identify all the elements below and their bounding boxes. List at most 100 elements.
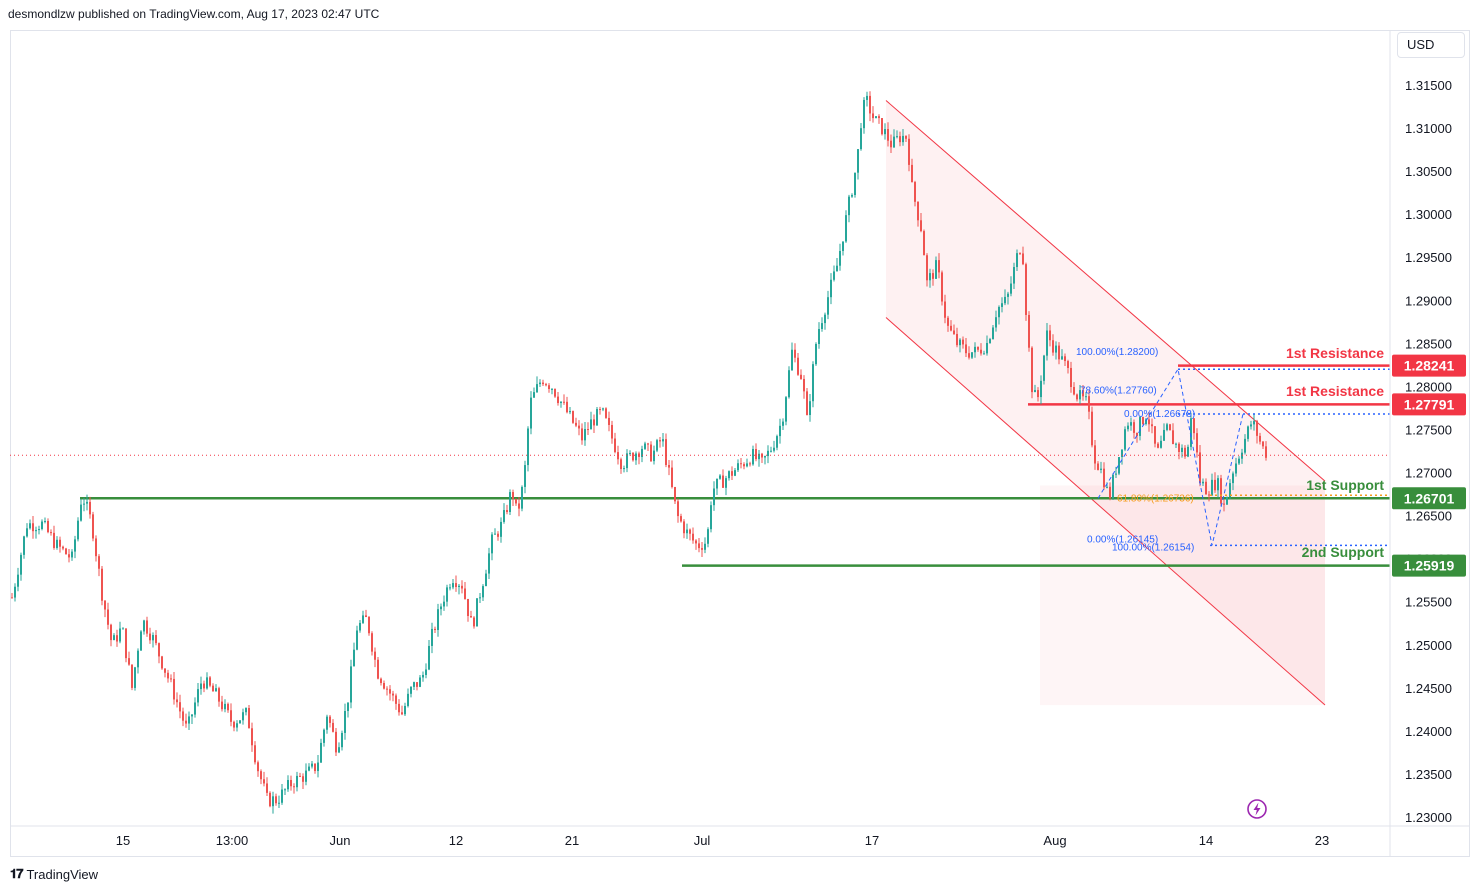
candle-body	[98, 556, 100, 569]
candle-body	[1256, 421, 1258, 436]
candle-body	[260, 771, 262, 780]
candle-body	[152, 635, 154, 641]
candle-body	[1187, 446, 1189, 457]
candle-body	[47, 520, 49, 533]
candle-body	[1019, 253, 1021, 255]
price-axis[interactable]: 1.31500 1.31000 1.30500 1.30000 1.29500 1.290…	[1389, 30, 1452, 856]
candle-body	[932, 273, 934, 279]
candle-body	[881, 118, 883, 135]
candle-body	[770, 450, 772, 452]
candle-body	[257, 762, 259, 772]
candle-body	[1136, 432, 1138, 436]
candle-body	[608, 417, 610, 425]
candle-body	[872, 113, 874, 119]
candle-body	[1049, 330, 1051, 341]
candle-body	[458, 585, 460, 588]
time-axis[interactable]: 15 13:00 Jun 12 21 Jul 17 Aug 14 23	[10, 825, 1470, 848]
candle-body	[812, 364, 814, 402]
candlesticks	[10, 91, 1390, 814]
candle-body	[227, 703, 229, 711]
candle-body	[473, 617, 475, 627]
candle-body	[647, 443, 649, 445]
candle-body	[1094, 445, 1096, 464]
x-tick-label: 17	[865, 833, 879, 848]
candle-body	[719, 475, 721, 479]
candle-body	[1073, 387, 1075, 395]
candle-body	[200, 683, 202, 690]
candle-body	[389, 689, 391, 694]
candle-body	[971, 352, 973, 358]
candle-body	[974, 346, 976, 353]
candle-body	[698, 543, 700, 549]
candle-body	[749, 463, 751, 465]
candle-body	[902, 135, 904, 143]
candle-body	[716, 478, 718, 489]
candle-body	[401, 712, 403, 715]
candle-body	[248, 708, 250, 729]
candle-body	[314, 763, 316, 772]
candle-body	[1181, 447, 1183, 452]
candle-body	[929, 273, 931, 281]
candle-body	[1262, 441, 1264, 447]
candle-body	[545, 384, 547, 386]
candle-body	[179, 702, 181, 712]
level-price-tag-text: 1.28241	[1404, 358, 1455, 374]
lightning-icon[interactable]	[1246, 798, 1268, 820]
y-tick-label: 1.29500	[1405, 250, 1452, 265]
candle-body	[1223, 503, 1225, 505]
candle-body	[992, 327, 994, 340]
candle-body	[350, 666, 352, 703]
candle-body	[1004, 296, 1006, 304]
candle-body	[293, 786, 295, 788]
candle-body	[548, 385, 550, 389]
y-tick-label: 1.23500	[1405, 767, 1452, 782]
candle-body	[482, 586, 484, 598]
candle-body	[950, 325, 952, 331]
candle-body	[437, 609, 439, 631]
candle-body	[296, 775, 298, 788]
candle-body	[1157, 443, 1159, 448]
candle-body	[890, 140, 892, 148]
candle-body	[1208, 494, 1210, 496]
candle-body	[728, 471, 730, 479]
footer-brand-name: TradingView	[26, 866, 99, 882]
candle-body	[905, 135, 907, 139]
candle-body	[251, 728, 253, 746]
candle-body	[512, 492, 514, 499]
candle-body	[455, 583, 457, 588]
candle-body	[197, 689, 199, 703]
candle-body	[263, 779, 265, 784]
candle-body	[26, 528, 28, 537]
candle-body	[899, 136, 901, 143]
candle-body	[215, 688, 217, 692]
fib-label: 100.00%(1.26154)	[1112, 542, 1194, 553]
candle-body	[395, 695, 397, 704]
candle-body	[878, 116, 880, 119]
candle-body	[287, 779, 289, 790]
candle-body	[635, 453, 637, 461]
candle-body	[317, 762, 319, 772]
candle-body	[599, 409, 601, 411]
candle-body	[1145, 419, 1147, 425]
candle-body	[1244, 438, 1246, 453]
candle-body	[509, 492, 511, 513]
currency-selector[interactable]: USD	[1397, 32, 1465, 58]
candle-body	[536, 384, 538, 393]
candle-body	[560, 401, 562, 404]
y-tick-label: 1.31500	[1405, 78, 1452, 93]
candle-body	[980, 349, 982, 354]
candle-body	[464, 588, 466, 600]
candle-body	[425, 669, 427, 675]
candle-body	[923, 231, 925, 256]
y-tick-label: 1.25500	[1405, 595, 1452, 610]
level-price-tag	[1392, 554, 1466, 577]
x-tick-label: 12	[449, 833, 463, 848]
candle-body	[182, 711, 184, 721]
candle-body	[1028, 314, 1030, 348]
y-tick-label: 1.24500	[1405, 681, 1452, 696]
candle-body	[338, 747, 340, 753]
candle-body	[1076, 394, 1078, 400]
candle-body	[1217, 478, 1219, 491]
candle-body	[842, 241, 844, 251]
